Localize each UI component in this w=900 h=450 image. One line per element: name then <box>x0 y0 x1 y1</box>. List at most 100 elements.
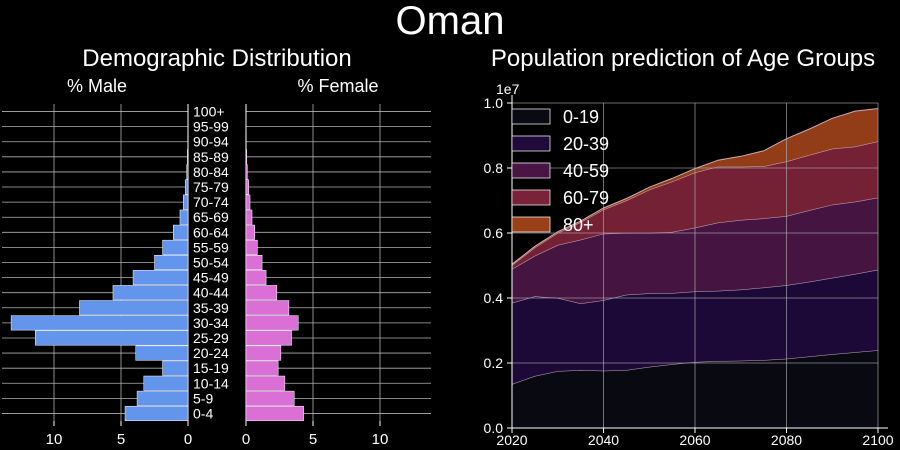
pyramid-title: Demographic Distribution <box>82 45 351 72</box>
age-label-95-99: 95-99 <box>193 119 229 135</box>
female-bar-45-49 <box>245 270 267 286</box>
age-label-80-84: 80-84 <box>193 164 229 180</box>
male-tick-label-10: 10 <box>46 431 63 448</box>
y-tick-label-0.8: 0.8 <box>484 160 504 176</box>
legend-label-40-59: 40-59 <box>563 161 609 181</box>
female-bar-70-74 <box>245 194 251 210</box>
age-label-25-29: 25-29 <box>193 330 229 346</box>
area-chart: Population prediction of Age Groups 1e7 … <box>484 45 894 448</box>
age-label-5-9: 5-9 <box>193 390 213 406</box>
age-label-20-24: 20-24 <box>193 345 229 361</box>
male-bar-35-39 <box>79 300 189 316</box>
age-label-60-64: 60-64 <box>193 224 229 240</box>
age-label-30-34: 30-34 <box>193 315 229 331</box>
age-label-15-19: 15-19 <box>193 360 229 376</box>
female-bar-40-44 <box>245 285 278 301</box>
legend-swatch-0-19 <box>511 108 551 125</box>
female-bar-30-34 <box>245 315 299 331</box>
male-bar-60-64 <box>173 224 189 240</box>
x-tick-label-2100: 2100 <box>862 432 893 448</box>
female-tick-label-0: 0 <box>242 431 250 448</box>
male-bar-0-4 <box>124 405 189 421</box>
age-label-10-14: 10-14 <box>193 375 229 391</box>
legend: 0-19 20-39 40-59 60-79 80+ <box>511 107 609 235</box>
male-x-ticks: 10 5 0 <box>46 421 192 448</box>
female-bar-80-84 <box>245 164 248 180</box>
legend-label-0-19: 0-19 <box>563 107 599 127</box>
male-bar-15-19 <box>162 360 189 376</box>
age-label-40-44: 40-44 <box>193 285 229 301</box>
y-tick-label-0.2: 0.2 <box>484 355 504 371</box>
male-bars <box>10 119 189 421</box>
male-bar-75-79 <box>185 179 189 195</box>
age-label-50-54: 50-54 <box>193 255 229 271</box>
female-bar-25-29 <box>245 330 292 346</box>
age-label-35-39: 35-39 <box>193 300 229 316</box>
male-bar-45-49 <box>132 270 189 286</box>
age-label-45-49: 45-49 <box>193 270 229 286</box>
pyramid-chart: Demographic Distribution % Male % Female… <box>2 45 431 448</box>
male-bar-70-74 <box>183 194 189 210</box>
legend-swatch-20-39 <box>511 135 551 152</box>
male-bar-50-54 <box>154 255 189 270</box>
female-bar-0-4 <box>245 405 304 421</box>
female-tick-label-5: 5 <box>309 431 317 448</box>
male-bar-10-14 <box>143 375 189 391</box>
male-bar-85-89 <box>187 149 189 165</box>
male-bar-5-9 <box>136 390 189 406</box>
age-label-55-59: 55-59 <box>193 239 229 255</box>
female-bar-60-64 <box>245 224 255 240</box>
x-tick-label-2080: 2080 <box>771 432 802 448</box>
male-bar-25-29 <box>34 330 189 346</box>
age-label-85-89: 85-89 <box>193 149 229 165</box>
figure-title: Oman <box>396 0 505 43</box>
female-bar-5-9 <box>245 390 295 406</box>
female-bar-65-69 <box>245 209 253 225</box>
y-tick-label-0.4: 0.4 <box>484 290 504 306</box>
male-grid <box>2 104 189 421</box>
legend-swatch-80+ <box>511 216 551 233</box>
female-bar-20-24 <box>245 345 282 361</box>
legend-label-80+: 80+ <box>563 215 594 235</box>
age-label-0-4: 0-4 <box>193 405 213 421</box>
legend-label-60-79: 60-79 <box>563 188 609 208</box>
y-tick-label-0.0: 0.0 <box>484 420 504 436</box>
age-label-65-69: 65-69 <box>193 209 229 225</box>
legend-swatch-40-59 <box>511 162 551 179</box>
age-group-labels: 0-45-910-1415-1920-2425-2930-3435-3940-4… <box>193 104 229 422</box>
y-tick-label-0.6: 0.6 <box>484 225 504 241</box>
legend-label-20-39: 20-39 <box>563 134 609 154</box>
male-bar-20-24 <box>135 345 189 361</box>
female-axis-label: % Female <box>297 76 378 96</box>
area-ticks: 0.0 0.2 0.4 0.6 0.8 1.0 2020 2040 2060 2080 2100 <box>484 95 894 448</box>
male-bar-55-59 <box>162 239 189 255</box>
age-label-100+: 100+ <box>193 104 225 120</box>
male-tick-label-0: 0 <box>184 431 192 448</box>
male-tick-label-5: 5 <box>117 431 125 448</box>
female-bar-15-19 <box>245 360 279 376</box>
x-tick-label-2040: 2040 <box>588 432 619 448</box>
female-bars <box>245 119 304 421</box>
male-bar-30-34 <box>10 315 189 331</box>
male-bar-65-69 <box>179 209 189 225</box>
female-bar-10-14 <box>245 375 286 391</box>
age-label-70-74: 70-74 <box>193 194 229 210</box>
female-bar-85-89 <box>245 149 247 165</box>
y-tick-label-1.0: 1.0 <box>484 95 504 111</box>
legend-swatch-60-79 <box>511 189 551 206</box>
age-label-90-94: 90-94 <box>193 134 229 150</box>
male-bar-80-84 <box>186 164 189 180</box>
x-tick-label-2060: 2060 <box>679 432 710 448</box>
female-bar-35-39 <box>245 300 290 316</box>
area-title: Population prediction of Age Groups <box>491 45 875 72</box>
y-multiplier-label: 1e7 <box>496 81 520 97</box>
age-label-75-79: 75-79 <box>193 179 229 195</box>
male-bar-40-44 <box>112 285 189 301</box>
female-tick-label-10: 10 <box>372 431 389 448</box>
x-tick-label-2020: 2020 <box>496 432 527 448</box>
female-bar-75-79 <box>245 179 249 195</box>
female-bar-50-54 <box>245 255 263 270</box>
male-axis-label: % Male <box>67 76 127 96</box>
female-bar-55-59 <box>245 239 258 255</box>
